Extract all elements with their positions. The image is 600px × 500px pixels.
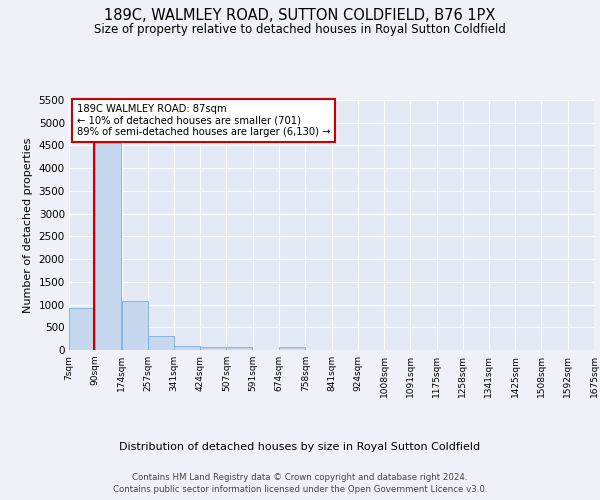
Bar — [95, 142, 121, 350]
Text: Size of property relative to detached houses in Royal Sutton Coldfield: Size of property relative to detached ho… — [94, 22, 506, 36]
Text: 189C WALMLEY ROAD: 87sqm
← 10% of detached houses are smaller (701)
89% of semi-: 189C WALMLEY ROAD: 87sqm ← 10% of detach… — [77, 104, 331, 137]
Bar — [174, 346, 200, 350]
Y-axis label: Number of detached properties: Number of detached properties — [23, 138, 33, 312]
Bar — [226, 348, 253, 350]
Text: Contains public sector information licensed under the Open Government Licence v3: Contains public sector information licen… — [113, 485, 487, 494]
Bar — [279, 348, 305, 350]
Bar — [200, 347, 226, 350]
Bar — [69, 308, 95, 350]
Bar — [148, 336, 173, 350]
Bar — [122, 301, 148, 350]
Text: Distribution of detached houses by size in Royal Sutton Coldfield: Distribution of detached houses by size … — [119, 442, 481, 452]
Text: 189C, WALMLEY ROAD, SUTTON COLDFIELD, B76 1PX: 189C, WALMLEY ROAD, SUTTON COLDFIELD, B7… — [104, 8, 496, 22]
Text: Contains HM Land Registry data © Crown copyright and database right 2024.: Contains HM Land Registry data © Crown c… — [132, 472, 468, 482]
